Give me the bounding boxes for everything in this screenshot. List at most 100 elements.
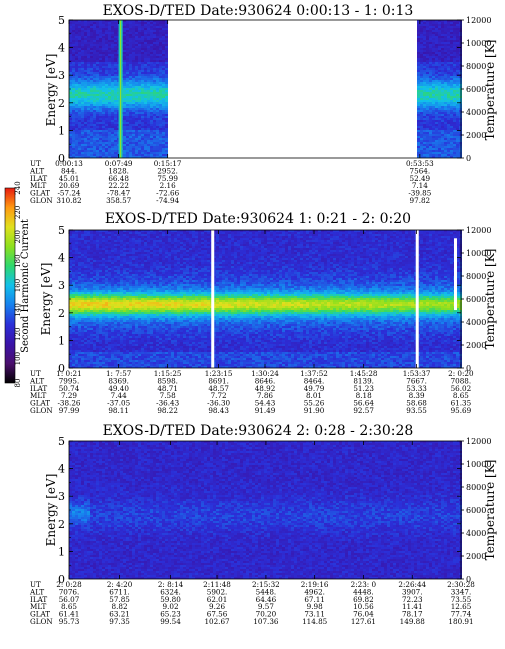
panel-3-table-cell: 7076. — [59, 587, 80, 596]
panel-3-table-cell: 6324. — [160, 587, 181, 596]
colorbar-label: Second Harmonic Current — [20, 219, 31, 353]
colorbar-tick-label: 140 — [14, 303, 22, 316]
panel-3-y2tick-label: 12000 — [466, 437, 491, 446]
panel-2-table-cell: 8646. — [255, 376, 276, 385]
panel-3-ytick-label: 3 — [58, 490, 65, 503]
panel-1-y2tick-label: 8000 — [466, 62, 486, 71]
colorbar-tick-label: 240 — [14, 181, 22, 194]
panel-1-table-cell: -39.85 — [408, 189, 431, 198]
panel-1-y2label: Temperature [K] — [483, 40, 497, 141]
panel-3-ytick-label: 0 — [58, 573, 65, 586]
panel-1-table-cell: 20.69 — [59, 181, 80, 190]
panel-2-table-cell: 1:23:15 — [205, 369, 233, 378]
panel-2-ytick-label: 3 — [58, 279, 65, 292]
panel-3-table-cell: 97.35 — [109, 617, 130, 626]
panel-1-table-cell: -74.94 — [156, 196, 179, 205]
colorbar: 80 100 120 140 160 180 200 220 240 Second Harmon… — [4, 181, 31, 387]
panel-1-table-cell: 2952. — [157, 166, 178, 175]
panel-3-table-cell: 69.82 — [353, 595, 374, 604]
panel-3-table-cell: 77.74 — [451, 610, 472, 619]
panel-2-y2tick-label: 0 — [466, 364, 471, 373]
panel-3-table-cell: 59.80 — [160, 595, 181, 604]
panel-1-row-label: UT — [30, 159, 41, 168]
panel-3-table-cell: 72.23 — [402, 595, 423, 604]
panel-2-table-cell: 98.11 — [108, 406, 129, 415]
panel-2-table-cell: 50.74 — [59, 384, 80, 393]
panel-3-row-label: GLON — [30, 617, 53, 626]
panel-3-y2tick-label: 8000 — [466, 483, 486, 492]
panel-2-table-cell: 7.72 — [211, 391, 227, 400]
panel-2-table-cell: 8464. — [304, 376, 325, 385]
panel-3-table-cell: 67.56 — [207, 610, 228, 619]
panel-3-table-cell: 9.98 — [307, 602, 323, 611]
panel-2-y2tick-label: 10000 — [466, 249, 491, 258]
panel-2-table-cell: 56.02 — [451, 384, 472, 393]
panel-3-y2tick-label: 0 — [466, 575, 471, 584]
panel-3-y2tick-label: 4000 — [466, 529, 486, 538]
panel-2-table-cell: 58.68 — [406, 399, 427, 408]
panel-3-table-cell: 70.20 — [256, 610, 277, 619]
panel-2-y2tick-label: 6000 — [466, 295, 486, 304]
panel-2-row-label: MLT — [30, 391, 47, 400]
panel-2-y2tick-label: 4000 — [466, 318, 486, 327]
panel-1-ytick-label: 1 — [58, 124, 65, 137]
panel-3-table-cell: 63.21 — [109, 610, 130, 619]
panel-1-table-cell: 97.82 — [410, 196, 431, 205]
panel-1-table-cell: 66.48 — [108, 174, 129, 183]
panel-3-table-cell: 10.56 — [353, 602, 374, 611]
panel-3-table-cell: 3347. — [451, 587, 472, 596]
panel-3-y2tick-label: 6000 — [466, 506, 486, 515]
panel-1-row-label: MLT — [30, 181, 47, 190]
panel-2-table-cell: 8598. — [157, 376, 178, 385]
panel-3-table-cell: 3907. — [402, 587, 423, 596]
panel-1-table-cell: 0:00:13 — [55, 159, 83, 168]
panel-3-table-cell: 8.82 — [112, 602, 128, 611]
colorbar-tick-label: 160 — [14, 279, 22, 292]
panel-2-table-cell: 1:37:52 — [300, 369, 328, 378]
panel-2-ytick-label: 4 — [58, 252, 65, 265]
panel-3-table-cell: 107.36 — [253, 617, 279, 626]
panel-2-table-cell: 7995. — [59, 376, 80, 385]
colorbar-frame — [4, 187, 16, 384]
panel-3-table-cell: 6711. — [109, 587, 130, 596]
colorbar-tick-label: 180 — [14, 254, 22, 267]
panel-2-row-label: ILAT — [30, 384, 47, 393]
panel-3-ytick-label: 2 — [58, 518, 65, 531]
panel-3-table-cell: 64.46 — [256, 595, 277, 604]
panel-3-y2tick-label: 2000 — [466, 552, 486, 561]
panel-2-table-cell: 8369. — [108, 376, 129, 385]
panel-3-table-cell: 76.04 — [353, 610, 374, 619]
panel-3-table-cell: 2:15:32 — [252, 580, 280, 589]
panel-1-table-cell: 75.99 — [157, 174, 178, 183]
panel-2-title: EXOS-D/TED Date:930624 1: 0:21 - 2: 0:20 — [105, 211, 411, 227]
panel-2-table-cell: 91.90 — [304, 406, 325, 415]
panel-3-table-cell: 9.57 — [258, 602, 274, 611]
panel-1-y2tick-label: 6000 — [466, 85, 486, 94]
panel-2-table-cell: 8.01 — [306, 391, 322, 400]
panel-2-table-cell: 49.40 — [108, 384, 129, 393]
panel-2-row-label: GLON — [30, 406, 53, 415]
panel-2-row-label: ALT — [29, 376, 44, 385]
panel-2-table-cell: 51.23 — [353, 384, 374, 393]
colorbar-tick-label: 120 — [14, 328, 22, 341]
panel-1: EXOS-D/TED Date:930624 0:00:13 - 1: 0:13… — [29, 3, 497, 205]
panel-2-table-cell: 8.39 — [409, 391, 425, 400]
panel-2-table-cell: 8139. — [353, 376, 374, 385]
panel-2-table-cell: 7.58 — [160, 391, 176, 400]
panel-2-row-label: GLAT — [30, 399, 50, 408]
panel-1-ytick-label: 3 — [58, 69, 65, 82]
panel-1-table-cell: -72.66 — [156, 189, 179, 198]
panel-2-table-cell: 7088. — [451, 376, 472, 385]
panel-2-heatmap — [69, 230, 462, 368]
panel-2-data-gap — [415, 230, 419, 368]
panel-1-table-cell: 1828. — [108, 166, 129, 175]
panel-3-row-label: MLT — [30, 602, 47, 611]
panel-1-table-cell: 45.01 — [59, 174, 80, 183]
panel-2-table-cell: 1:30:24 — [251, 369, 279, 378]
panel-1-row-label: GLON — [30, 196, 53, 205]
panel-3-table-cell: 114.85 — [302, 617, 328, 626]
panel-3-table-cell: 78.17 — [402, 610, 423, 619]
panel-2-y2tick-label: 2000 — [466, 341, 486, 350]
panel-2: EXOS-D/TED Date:930624 1: 0:21 - 2: 0:20… — [29, 211, 497, 415]
